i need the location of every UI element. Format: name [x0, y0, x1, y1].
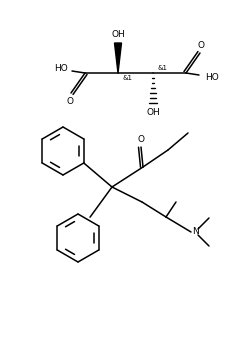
Text: &1: &1 — [157, 65, 167, 71]
Text: OH: OH — [111, 30, 125, 39]
Text: OH: OH — [146, 108, 160, 117]
Text: O: O — [198, 40, 204, 49]
Text: &1: &1 — [122, 75, 132, 81]
Text: HO: HO — [205, 72, 219, 81]
Text: O: O — [138, 135, 144, 144]
Text: O: O — [66, 97, 73, 106]
Polygon shape — [114, 43, 121, 73]
Text: HO: HO — [54, 63, 68, 72]
Text: N: N — [192, 227, 199, 237]
